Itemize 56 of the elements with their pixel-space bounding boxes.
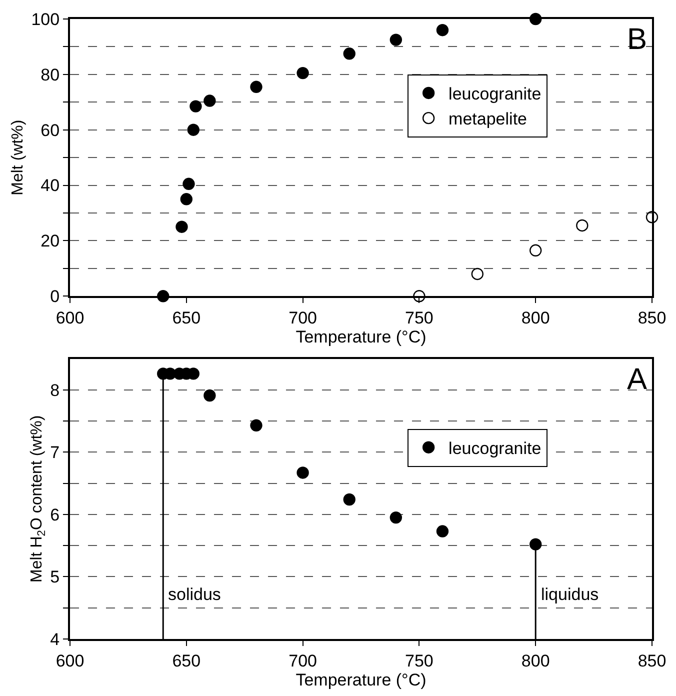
y-tick-label: 4: [50, 630, 60, 649]
ref-line-label: solidus: [168, 585, 221, 604]
y-tick-label: 20: [40, 232, 60, 251]
point: [190, 100, 202, 112]
y-tick-label: 5: [50, 568, 60, 587]
point: [530, 244, 542, 257]
point: [436, 24, 449, 36]
annotation: A: [627, 363, 648, 396]
x-tick-label: 800: [521, 308, 550, 328]
point: [296, 66, 309, 80]
legend-label: metapelite: [448, 110, 527, 129]
y-tick-label: 40: [40, 176, 60, 196]
x-tick-label: 750: [405, 651, 434, 670]
point: [343, 48, 356, 60]
point: [390, 511, 402, 524]
x-tick-label: 700: [288, 308, 317, 328]
point: [296, 466, 309, 479]
x-tick-label: 850: [638, 308, 666, 328]
y-axis-title: Melt (wt%): [10, 120, 27, 196]
point: [471, 268, 484, 280]
y-tick-label: 6: [50, 505, 60, 524]
point: [530, 538, 542, 550]
legend-label: leucogranite: [448, 84, 542, 104]
x-tick-label: 850: [638, 651, 666, 670]
y-tick-label: 7: [50, 443, 60, 462]
x-tick-label: 800: [521, 651, 550, 670]
point: [413, 290, 426, 302]
x-tick-label: 750: [405, 308, 434, 328]
x-axis-title: Temperature (°C): [296, 670, 426, 690]
x-tick-label: 600: [56, 308, 84, 328]
point: [176, 220, 188, 233]
point: [436, 525, 449, 538]
point: [204, 389, 216, 402]
ref-line-label: liquidus: [541, 585, 599, 604]
y-tick-label: 60: [40, 120, 60, 140]
point: [204, 94, 216, 107]
x-axis-title: Temperature (°C): [296, 328, 426, 347]
y-tick-label: 100: [31, 10, 60, 29]
y-tick-label: 80: [40, 65, 60, 84]
legend-label: leucogranite: [448, 439, 542, 458]
point: [576, 219, 588, 232]
y-tick-label: 0: [50, 287, 60, 306]
point: [180, 193, 192, 206]
point: [343, 493, 356, 506]
point: [187, 124, 200, 136]
y-tick-label: 8: [50, 380, 60, 400]
point: [182, 178, 195, 190]
point: [646, 211, 658, 224]
x-tick-label: 650: [172, 308, 201, 328]
annotation: B: [627, 23, 648, 56]
point: [250, 80, 262, 93]
x-tick-label: 650: [172, 651, 201, 670]
point: [390, 34, 402, 46]
point: [250, 419, 262, 432]
x-tick-label: 700: [288, 651, 317, 670]
x-tick-label: 600: [56, 651, 84, 670]
